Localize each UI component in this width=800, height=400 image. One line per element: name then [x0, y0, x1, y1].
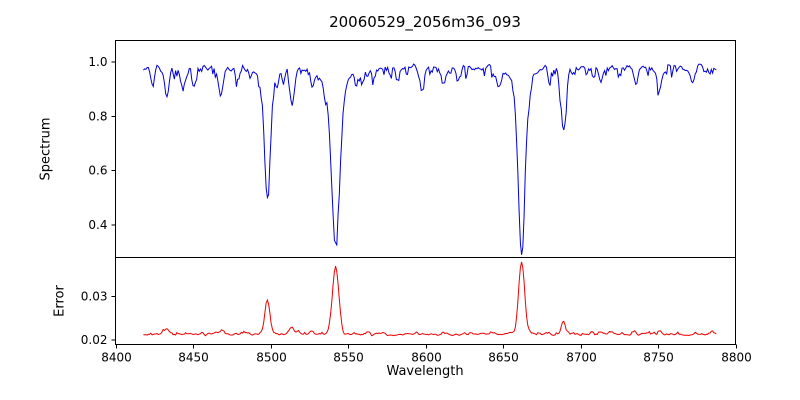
- y-tick-label: 0.8: [88, 109, 107, 123]
- x-tick-label: 8450: [178, 351, 209, 365]
- y-tick-label: 0.02: [81, 333, 108, 347]
- y-tick-label: 0.03: [81, 290, 108, 304]
- y-tick-label: 0.6: [88, 164, 107, 178]
- y-tick-label: 0.4: [88, 218, 107, 232]
- error-axes-frame: [115, 257, 736, 345]
- x-tick-label: 8400: [101, 351, 132, 365]
- x-tick-label: 8800: [721, 351, 752, 365]
- y-tick-label: 1.0: [88, 55, 107, 69]
- spectrum-line: [143, 63, 717, 255]
- x-tick-label: 8500: [256, 351, 287, 365]
- x-tick-label: 8750: [643, 351, 674, 365]
- x-axis-label: Wavelength: [386, 364, 464, 379]
- x-tick-label: 8650: [488, 351, 519, 365]
- x-tick-label: 8550: [333, 351, 364, 365]
- chart-title: 20060529_2056m36_093: [329, 13, 521, 31]
- x-tick-label: 8700: [566, 351, 597, 365]
- x-tick-label: 8600: [411, 351, 442, 365]
- error-line: [143, 261, 717, 337]
